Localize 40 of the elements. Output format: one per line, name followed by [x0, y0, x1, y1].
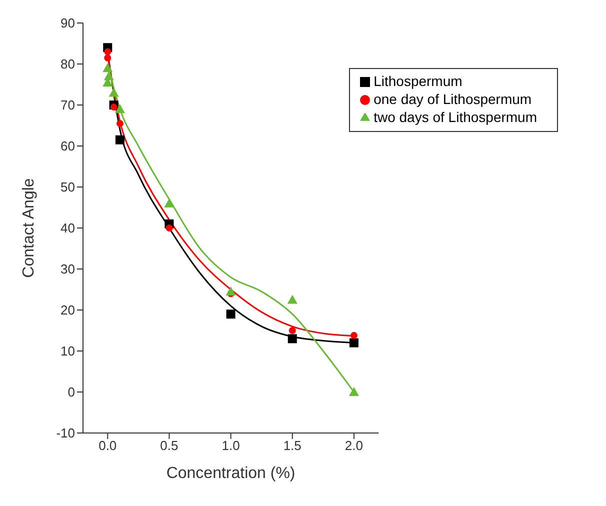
point [115, 135, 124, 144]
y-tick-label: 70 [60, 98, 75, 113]
point [116, 120, 124, 127]
y-tick-label: 50 [60, 180, 75, 195]
y-tick-label: 30 [60, 262, 75, 277]
point [226, 286, 236, 296]
x-axis-title: Concentration (%) [166, 465, 296, 482]
point [104, 54, 112, 62]
point [350, 332, 358, 339]
x-tick-label: 2.0 [344, 438, 363, 454]
x-tick-label: 1.5 [283, 438, 302, 454]
point [288, 327, 296, 334]
y-tick-label: 40 [60, 220, 75, 236]
y-tick-label: 80 [60, 56, 75, 72]
point [348, 387, 359, 396]
x-tick-label: 0.0 [98, 438, 117, 454]
y-tick-label: -10 [56, 426, 75, 441]
point [287, 294, 298, 304]
y-tick-label: 90 [60, 16, 75, 31]
legend-label: two days of Lithospermum [374, 109, 537, 125]
point [114, 104, 125, 114]
point [110, 104, 118, 111]
point [226, 310, 236, 319]
y-tick-label: 10 [60, 344, 75, 359]
x-tick-label: 0.5 [160, 438, 178, 454]
point [104, 48, 112, 56]
point [349, 338, 358, 348]
y-tick-label: 0 [68, 384, 75, 400]
point [166, 224, 173, 232]
point [288, 334, 297, 344]
y-tick-label: 20 [60, 302, 75, 318]
y-tick-label: 60 [60, 138, 75, 154]
legend-label: Lithospermum [374, 73, 462, 89]
legend-label: one day of Lithospermum [374, 91, 532, 107]
point [164, 198, 174, 208]
y-axis-title: Contact Angle [20, 178, 38, 278]
point [108, 88, 119, 97]
x-tick-label: 1.0 [222, 438, 240, 454]
point [102, 63, 113, 72]
point [104, 71, 114, 80]
